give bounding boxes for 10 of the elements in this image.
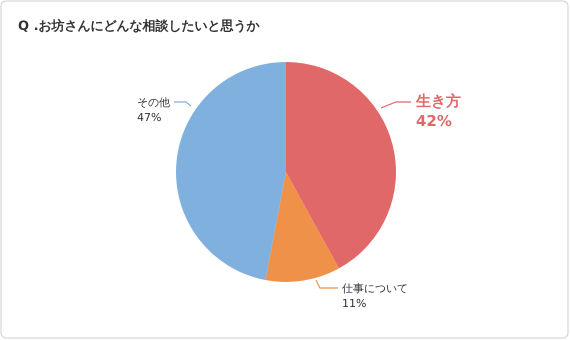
slice-label: 生き方	[415, 92, 461, 110]
pie-slice	[286, 62, 396, 268]
data-label: 47%	[137, 111, 162, 124]
data-label: 42%	[416, 112, 452, 130]
chart-title: Q .お坊さんにどんな相談したいと思うか	[18, 18, 261, 34]
slice-label: その他	[137, 96, 170, 109]
slice-label: 仕事について	[342, 282, 408, 295]
pie-slice	[176, 62, 286, 280]
data-label: 11%	[342, 297, 366, 310]
pie-slice	[265, 172, 339, 282]
